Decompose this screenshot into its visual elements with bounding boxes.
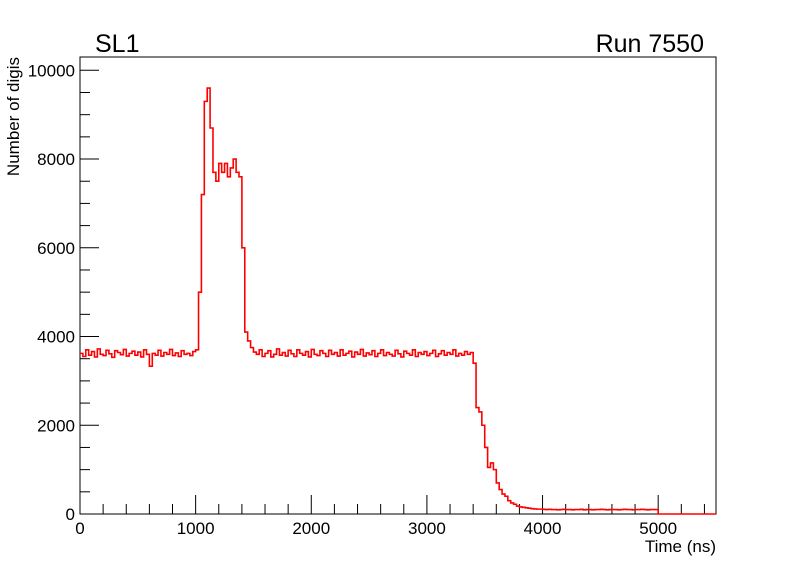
x-axis-label: Time (ns) (645, 537, 716, 556)
x-tick-label: 3000 (408, 519, 446, 538)
x-axis: 0 1000 2000 3000 4000 5000 (75, 495, 705, 538)
x-tick-label: 5000 (639, 519, 677, 538)
plot-frame (79, 56, 717, 515)
x-tick-label: 0 (75, 519, 84, 538)
chart-title: SL1 (95, 30, 139, 58)
y-axis: 0 2000 4000 6000 8000 10000 (28, 61, 99, 524)
y-axis-label: Number of digis (4, 57, 23, 176)
histogram-line (80, 87, 716, 515)
y-tick-label: 0 (66, 505, 75, 524)
run-annotation: Run 7550 (596, 30, 704, 58)
y-tick-label: 6000 (37, 239, 75, 258)
y-tick-label: 4000 (37, 328, 75, 347)
y-tick-label: 2000 (37, 416, 75, 435)
x-tick-label: 4000 (524, 519, 562, 538)
x-tick-label: 1000 (177, 519, 215, 538)
y-tick-label: 8000 (37, 150, 75, 169)
x-tick-label: 2000 (292, 519, 330, 538)
y-tick-label: 10000 (28, 61, 75, 80)
